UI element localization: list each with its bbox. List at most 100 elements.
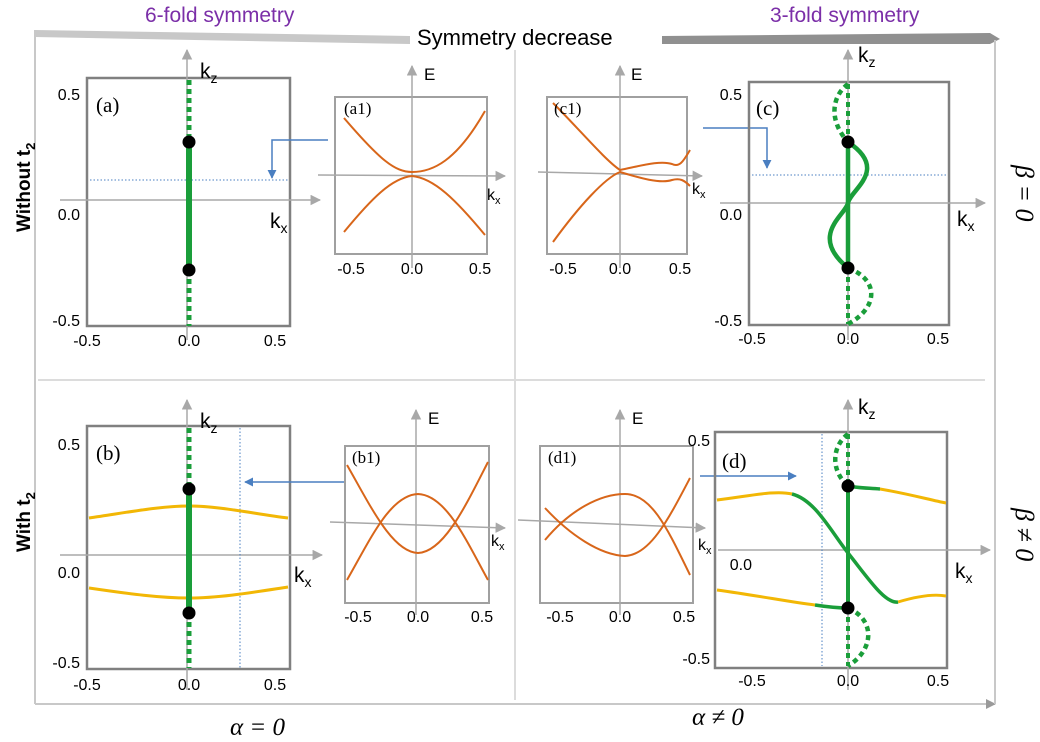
panel-b-node-top <box>182 482 196 496</box>
panel-d-label: (d) <box>722 449 747 473</box>
panel-d-surface-upper-right <box>879 487 947 505</box>
panel-d-ytick-mid: 0.0 <box>730 557 752 574</box>
panel-c1: (c1) E kx -0.5 0.0 0.5 <box>537 64 706 278</box>
panel-d-surface-lower-right <box>897 593 947 604</box>
panel-d1-xtick-left: -0.5 <box>546 609 574 626</box>
alpha-nonzero-label: α ≠ 0 <box>692 704 744 731</box>
panel-d-xtick-right: 0.5 <box>927 673 949 690</box>
panel-c-ytick-bot: -0.5 <box>714 313 742 330</box>
panel-d-kx-label: kx <box>955 560 973 586</box>
panel-a-ytick-bot: -0.5 <box>52 313 80 330</box>
right-title: 3-fold symmetry <box>770 4 920 27</box>
panel-d1-kx-axis <box>517 519 707 533</box>
panel-b-ytick-bot: -0.5 <box>52 655 80 672</box>
panel-b-frame <box>85 424 292 671</box>
panel-d-ytick-top: 0.5 <box>688 433 710 450</box>
panel-d: (d) kz kx 0.5 0.0 -0.5 -0.5 0.0 0.5 <box>682 396 992 690</box>
panel-c-ytick-mid: 0.0 <box>720 207 742 224</box>
panel-b1-xtick-left: -0.5 <box>344 609 372 626</box>
left-title: 6-fold symmetry <box>145 4 295 27</box>
panel-a1-kx-label: kx <box>487 187 501 207</box>
panel-b-xtick-mid: 0.0 <box>178 677 200 694</box>
panel-d-ytick-bot: -0.5 <box>682 651 710 668</box>
panel-a1-band-lower <box>343 174 486 236</box>
panel-d1-xtick-mid: 0.0 <box>609 609 631 626</box>
panel-c-node-top <box>841 135 855 149</box>
panel-d1-band-lower <box>544 477 691 558</box>
panel-b-xtick-right: 0.5 <box>264 677 286 694</box>
panel-d-surface-lower-left <box>716 588 816 607</box>
row-label-with-t2: With t2 <box>14 492 38 552</box>
panel-d-nodal-curve-right <box>846 551 899 604</box>
panel-a-node-bottom <box>182 263 196 277</box>
panel-c-ytick-top: 0.5 <box>720 87 742 104</box>
panel-d1-xtick-right: 0.5 <box>673 609 695 626</box>
panel-c-node-bottom <box>841 261 855 275</box>
panel-d-nodal-dashed-bottom <box>846 605 871 668</box>
panel-c-nodal-dashed-bottom <box>846 265 874 326</box>
panel-a-label: (a) <box>96 93 119 117</box>
panel-b-label: (b) <box>96 441 121 465</box>
panel-c1-kx-axis <box>537 170 704 182</box>
panel-a-xtick-left: -0.5 <box>73 333 101 350</box>
panel-d-xtick-left: -0.5 <box>738 673 766 690</box>
panel-c1-xtick-mid: 0.0 <box>609 261 631 278</box>
panel-a: (a) kz kx 0.5 0.0 -0.5 -0.5 0.0 0.5 <box>52 48 322 350</box>
panel-c1-kx-label: kx <box>692 181 706 201</box>
panel-a-ytick-mid: 0.0 <box>58 207 80 224</box>
panel-a1-band-upper <box>343 110 486 174</box>
panel-c-xtick-right: 0.5 <box>927 331 949 348</box>
panel-d-surface-upper-left <box>716 491 793 502</box>
panel-d-xtick-mid: 0.0 <box>837 673 859 690</box>
symmetry-arrow-left <box>35 30 410 44</box>
panel-c1-band-lower <box>552 170 691 243</box>
panel-c1-E-label: E <box>631 65 642 84</box>
row-label-without-t2: Without t2 <box>14 143 38 232</box>
panel-d1-band-upper <box>544 492 691 576</box>
panel-d1: (d1) E kx -0.5 0.0 0.5 <box>517 408 712 626</box>
panel-c1-band-upper <box>552 102 691 172</box>
panel-b-ytick-mid: 0.0 <box>58 565 80 582</box>
panel-d-nodal-dashed-top <box>833 432 850 488</box>
panel-d-node-top <box>841 479 855 493</box>
panel-a-kz-label: kz <box>200 60 218 86</box>
panel-a1-xtick-right: 0.5 <box>469 261 491 278</box>
panel-a1-xtick-mid: 0.0 <box>401 261 423 278</box>
panel-a-xtick-mid: 0.0 <box>178 333 200 350</box>
panel-b1-E-label: E <box>428 409 439 428</box>
panel-b-ytick-top: 0.5 <box>58 437 80 454</box>
panel-b1: (b1) E kx -0.5 0.0 0.5 <box>329 408 507 626</box>
panel-b-kx-label: kx <box>294 564 312 590</box>
panel-d-node-bottom <box>841 601 855 615</box>
panel-b1-xtick-right: 0.5 <box>471 609 493 626</box>
panel-c-nodal-dashed-top <box>832 82 850 144</box>
panel-a-node-top <box>182 135 196 149</box>
panel-a-xtick-right: 0.5 <box>264 333 286 350</box>
panel-b-kz-label: kz <box>200 410 218 436</box>
panel-a-kx-label: kx <box>270 210 288 236</box>
panel-b: (b) kz kx 0.5 0.0 -0.5 -0.5 0.0 0.5 <box>52 398 324 694</box>
panel-c-kx-label: kx <box>957 208 975 234</box>
panel-a1-E-label: E <box>424 65 435 84</box>
panel-a1: (a1) E kx -0.5 0.0 0.5 <box>317 64 507 278</box>
panel-c-kz-label: kz <box>858 44 876 70</box>
panel-b1-kx-axis <box>329 521 507 533</box>
panel-b-node-bottom <box>182 606 196 620</box>
panel-b1-band-upper <box>346 492 489 581</box>
alpha-zero-label: α = 0 <box>230 714 285 741</box>
beta-nonzero-label: β ≠ 0 <box>1010 507 1039 561</box>
pointer-c-to-c1 <box>703 127 772 169</box>
symmetry-arrow-right <box>662 33 1000 44</box>
panel-a1-xtick-left: -0.5 <box>337 261 365 278</box>
panel-c1-xtick-left: -0.5 <box>549 261 577 278</box>
panel-d-nodal-curve-left <box>791 492 850 555</box>
panel-b1-frame <box>344 445 490 604</box>
panel-c-xtick-left: -0.5 <box>738 331 766 348</box>
panel-d1-E-label: E <box>632 409 643 428</box>
panel-d1-label: (d1) <box>548 448 576 467</box>
panel-d1-frame <box>539 445 694 604</box>
panel-a-ytick-top: 0.5 <box>58 87 80 104</box>
panel-c: (c) kz kx 0.5 0.0 -0.5 -0.5 0.0 0.5 <box>714 44 987 348</box>
panel-b1-band-lower <box>346 461 489 555</box>
